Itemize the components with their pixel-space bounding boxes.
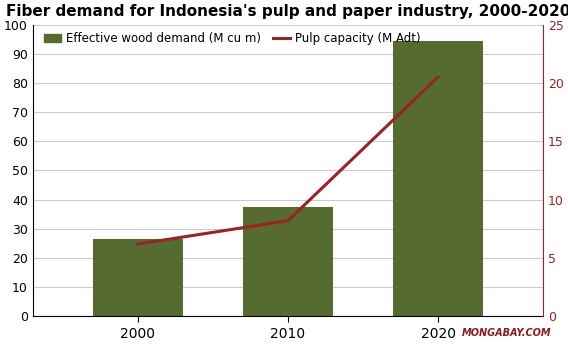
Bar: [243, 207, 333, 316]
Title: Fiber demand for Indonesia's pulp and paper industry, 2000-2020: Fiber demand for Indonesia's pulp and pa…: [6, 4, 568, 19]
Bar: [93, 239, 183, 316]
Bar: [393, 41, 483, 316]
Text: MONGABAY.COM: MONGABAY.COM: [461, 328, 551, 338]
Legend: Effective wood demand (M cu m), Pulp capacity (M Adt): Effective wood demand (M cu m), Pulp cap…: [39, 28, 425, 50]
